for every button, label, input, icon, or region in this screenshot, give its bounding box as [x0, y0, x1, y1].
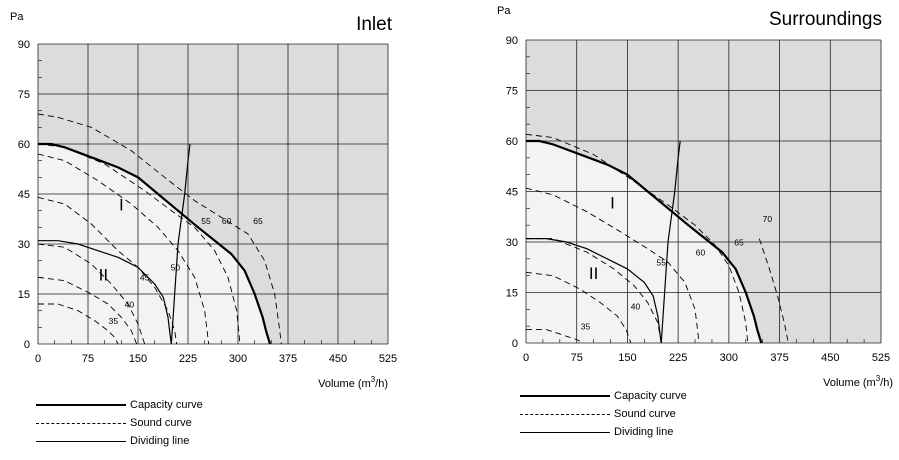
sound-swatch [520, 413, 610, 415]
x-tick-label: 375 [279, 353, 297, 365]
x-tick-label: 300 [229, 353, 247, 365]
sound-curve-label: 65 [734, 237, 744, 247]
y-tick-label: 90 [18, 39, 30, 51]
sound-curve-35 [38, 303, 119, 344]
sound-curve-label: 55 [657, 258, 667, 268]
x-tick-label: 525 [379, 353, 397, 365]
y-tick-label: 30 [18, 239, 30, 251]
chart-title: Surroundings [769, 9, 882, 30]
sound-swatch [36, 422, 126, 424]
sound-curve-70 [758, 238, 789, 343]
sound-curve-label: 40 [631, 301, 641, 311]
legend-divider-left: Dividing line [36, 434, 189, 448]
x-tick-label: 375 [770, 352, 788, 364]
dividing-line [660, 140, 681, 343]
legend-label: Capacity curve [130, 399, 203, 411]
legend-label: Dividing line [614, 426, 674, 438]
x-tick-label: 300 [720, 352, 738, 364]
x-axis-label: Volume (m3/h) [318, 375, 388, 390]
legend-label: Sound curve [614, 408, 676, 420]
y-tick-label: 90 [506, 35, 518, 47]
curves [526, 133, 789, 343]
legend-label: Sound curve [130, 417, 192, 429]
sound-curve-50 [38, 196, 178, 344]
legend-label: Capacity curve [614, 390, 687, 402]
y-tick-label: 75 [18, 89, 30, 101]
sound-curve-label: 35 [109, 316, 119, 326]
sound-curve-label: 35 [581, 322, 591, 332]
sound-curve-60 [38, 143, 241, 344]
y-tick-label: 60 [506, 136, 518, 148]
x-tick-label: 450 [821, 352, 839, 364]
sound-curve-label: 50 [171, 263, 181, 273]
legend-divider-right: Dividing line [520, 425, 673, 439]
y-tick-label: 45 [18, 189, 30, 201]
sound-curve-40 [38, 276, 138, 344]
region-label: II [589, 264, 598, 283]
x-axis-label: Volume (m3/h) [823, 374, 893, 389]
legend-sound-left: Sound curve [36, 416, 192, 430]
chart-inlet: 0 75 150 225 300 375 450 525 0 15 30 45 60 75 90 35 40 45… [10, 11, 397, 390]
x-tick-label: 75 [571, 352, 583, 364]
legend-sound-right: Sound curve [520, 407, 676, 421]
region-label: I [119, 196, 124, 215]
legend-label: Dividing line [130, 435, 190, 447]
sound-curve-45 [38, 243, 146, 344]
x-tick-label: 150 [618, 352, 636, 364]
dividing-line [170, 143, 191, 344]
x-tick-label: 225 [179, 353, 197, 365]
y-axis-label: Pa [497, 5, 511, 17]
chart-surroundings: 0 75 150 225 300 375 450 525 0 15 30 45 60 75 90 35 40 55… [497, 5, 893, 389]
curves [38, 113, 282, 344]
x-tick-label: 525 [872, 352, 890, 364]
sound-curve-35 [526, 329, 584, 343]
capacity-swatch [36, 404, 126, 406]
chart-title: Inlet [356, 14, 393, 35]
y-tick-label: 30 [506, 237, 518, 249]
y-tick-label: 15 [18, 289, 30, 301]
sound-curve-label: 45 [140, 273, 150, 283]
sound-curve-label: 60 [222, 216, 232, 226]
sound-curve-55 [38, 153, 210, 344]
region-label: II [99, 266, 108, 285]
legend-capacity-right: Capacity curve [520, 389, 687, 403]
sound-curve-65 [526, 133, 749, 343]
sound-curve-label: 65 [253, 216, 263, 226]
y-tick-label: 15 [506, 288, 518, 300]
y-axis-label: Pa [10, 11, 24, 23]
y-tick-label: 45 [506, 187, 518, 199]
x-tick-label: 225 [669, 352, 687, 364]
y-tick-label: 75 [506, 86, 518, 98]
capacity-swatch [520, 395, 610, 397]
region-label: I [610, 193, 615, 212]
x-tick-label: 75 [82, 353, 94, 365]
legend-capacity-left: Capacity curve [36, 398, 203, 412]
sound-curve-55 [526, 238, 662, 343]
x-tick-label: 450 [329, 353, 347, 365]
x-tick-label: 150 [129, 353, 147, 365]
sound-curve-label: 70 [763, 214, 773, 224]
y-tick-label: 0 [24, 339, 30, 351]
capacity-curve [526, 139, 763, 343]
capacity-curve [38, 142, 272, 344]
sound-curve-label: 40 [125, 299, 135, 309]
y-tick-label: 60 [18, 139, 30, 151]
sound-curve-label: 60 [696, 247, 706, 257]
sound-curve-label: 55 [201, 216, 211, 226]
x-tick-label: 0 [523, 352, 529, 364]
sound-curve-40 [526, 271, 632, 343]
y-tick-label: 0 [512, 338, 518, 350]
divider-swatch [36, 440, 126, 442]
sound-curve-60 [526, 187, 700, 343]
divider-swatch [520, 431, 610, 433]
x-tick-label: 0 [35, 353, 41, 365]
